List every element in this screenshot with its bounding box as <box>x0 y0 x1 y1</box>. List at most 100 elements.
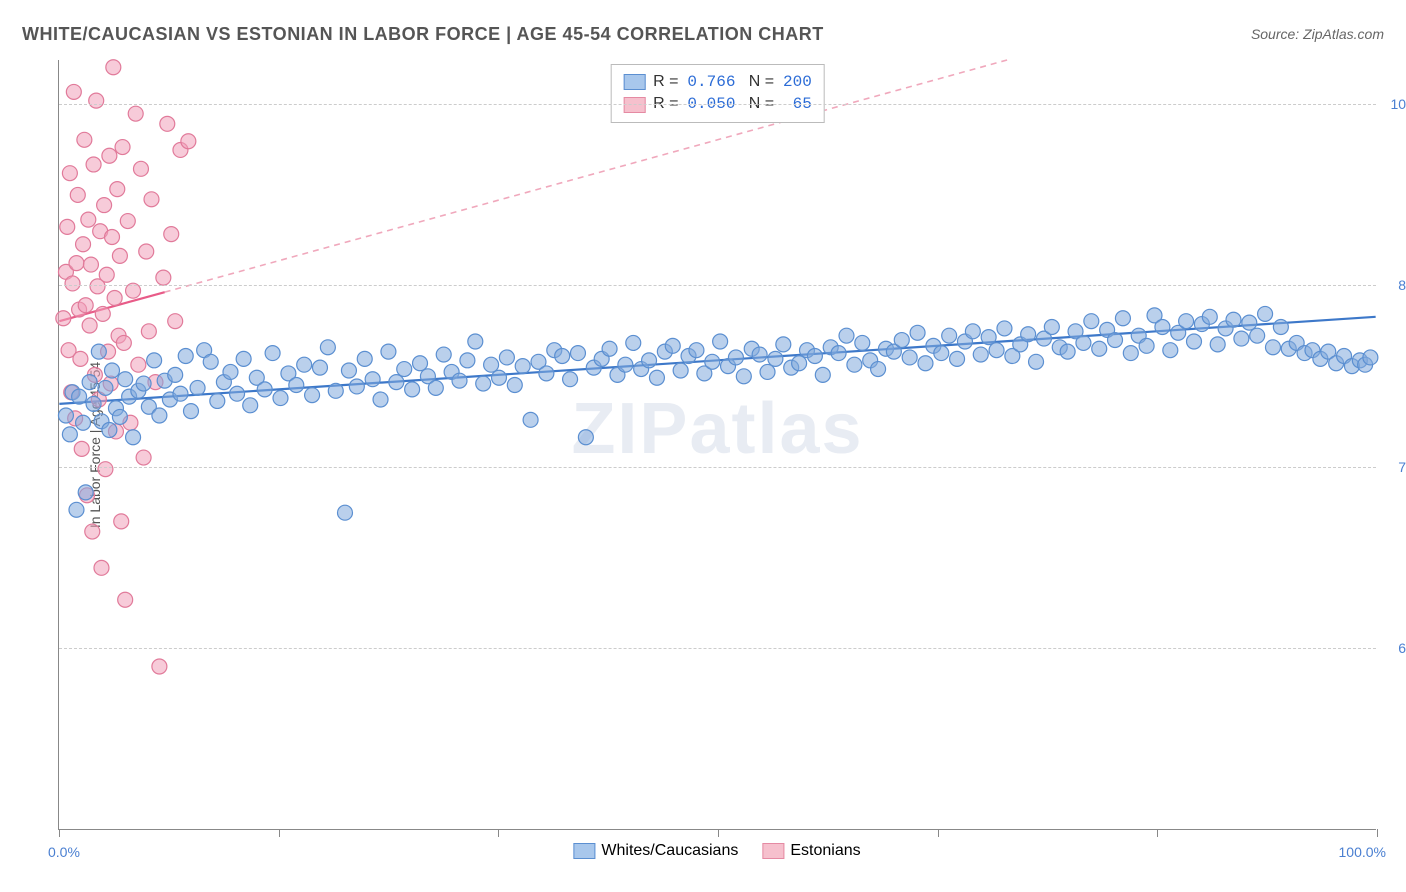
y-tick-label: 62.5% <box>1398 640 1406 656</box>
data-point <box>78 298 93 313</box>
data-point <box>183 404 198 419</box>
data-point <box>389 375 404 390</box>
trend-line <box>165 60 1007 292</box>
data-point <box>894 333 909 348</box>
data-point <box>689 343 704 358</box>
data-point <box>144 192 159 207</box>
gridline <box>59 285 1376 286</box>
data-point <box>112 409 127 424</box>
data-point <box>1139 338 1154 353</box>
data-point <box>338 505 353 520</box>
data-point <box>73 351 88 366</box>
data-point <box>997 321 1012 336</box>
data-point <box>82 318 97 333</box>
data-point <box>77 132 92 147</box>
data-point <box>62 166 77 181</box>
data-point <box>602 341 617 356</box>
data-point <box>570 346 585 361</box>
gridline <box>59 648 1376 649</box>
data-point <box>918 356 933 371</box>
legend-item: Estonians <box>762 842 860 860</box>
data-point <box>273 391 288 406</box>
data-point <box>74 441 89 456</box>
data-point <box>152 408 167 423</box>
legend-swatch <box>573 843 595 859</box>
data-point <box>83 257 98 272</box>
data-point <box>164 227 179 242</box>
data-point <box>160 116 175 131</box>
chart-title: WHITE/CAUCASIAN VS ESTONIAN IN LABOR FOR… <box>22 24 824 45</box>
data-point <box>1076 335 1091 350</box>
data-point <box>1155 319 1170 334</box>
data-point <box>492 370 507 385</box>
data-point <box>468 334 483 349</box>
data-point <box>476 376 491 391</box>
data-point <box>95 306 110 321</box>
data-point <box>147 353 162 368</box>
data-point <box>105 230 120 245</box>
data-point <box>328 383 343 398</box>
x-tick <box>1157 829 1158 837</box>
data-point <box>1258 306 1273 321</box>
data-point <box>847 357 862 372</box>
legend-stat-text: R = 0.050 N = 65 <box>653 93 812 115</box>
data-point <box>289 378 304 393</box>
legend-label: Whites/Caucasians <box>601 842 738 860</box>
data-point <box>1363 350 1378 365</box>
data-point <box>98 380 113 395</box>
data-point <box>178 349 193 364</box>
x-tick <box>498 829 499 837</box>
data-point <box>1187 334 1202 349</box>
data-point <box>373 392 388 407</box>
data-point <box>910 325 925 340</box>
data-point <box>102 148 117 163</box>
data-point <box>305 388 320 403</box>
data-point <box>70 187 85 202</box>
data-point <box>839 328 854 343</box>
data-point <box>792 356 807 371</box>
data-point <box>1179 314 1194 329</box>
chart-area: In Labor Force | Age 45-54 ZIPatlas R = … <box>58 60 1376 830</box>
data-point <box>81 212 96 227</box>
data-point <box>1202 309 1217 324</box>
data-point <box>173 386 188 401</box>
data-point <box>210 393 225 408</box>
data-point <box>728 350 743 365</box>
data-point <box>320 340 335 355</box>
data-point <box>60 219 75 234</box>
data-point <box>752 347 767 362</box>
chart-svg <box>59 60 1376 829</box>
data-point <box>563 372 578 387</box>
data-point <box>428 380 443 395</box>
data-point <box>523 412 538 427</box>
data-point <box>950 351 965 366</box>
data-point <box>86 396 101 411</box>
data-point <box>156 270 171 285</box>
data-point <box>128 106 143 121</box>
data-point <box>1060 344 1075 359</box>
plot-region: ZIPatlas R = 0.766 N = 200R = 0.050 N = … <box>58 60 1376 830</box>
data-point <box>649 370 664 385</box>
x-tick <box>1377 829 1378 837</box>
data-point <box>831 346 846 361</box>
data-point <box>365 372 380 387</box>
data-point <box>86 157 101 172</box>
data-point <box>965 324 980 339</box>
data-point <box>618 357 633 372</box>
y-tick-label: 100.0% <box>1391 96 1406 112</box>
data-point <box>381 344 396 359</box>
data-point <box>181 134 196 149</box>
data-point <box>871 362 886 377</box>
x-axis-max-label: 100.0% <box>1339 844 1386 860</box>
data-point <box>484 357 499 372</box>
data-point <box>357 351 372 366</box>
data-point <box>1021 327 1036 342</box>
data-point <box>713 334 728 349</box>
data-point <box>133 161 148 176</box>
data-point <box>69 502 84 517</box>
data-point <box>405 382 420 397</box>
data-point <box>578 430 593 445</box>
data-point <box>981 330 996 345</box>
legend-row: R = 0.766 N = 200 <box>623 71 812 93</box>
data-point <box>815 367 830 382</box>
